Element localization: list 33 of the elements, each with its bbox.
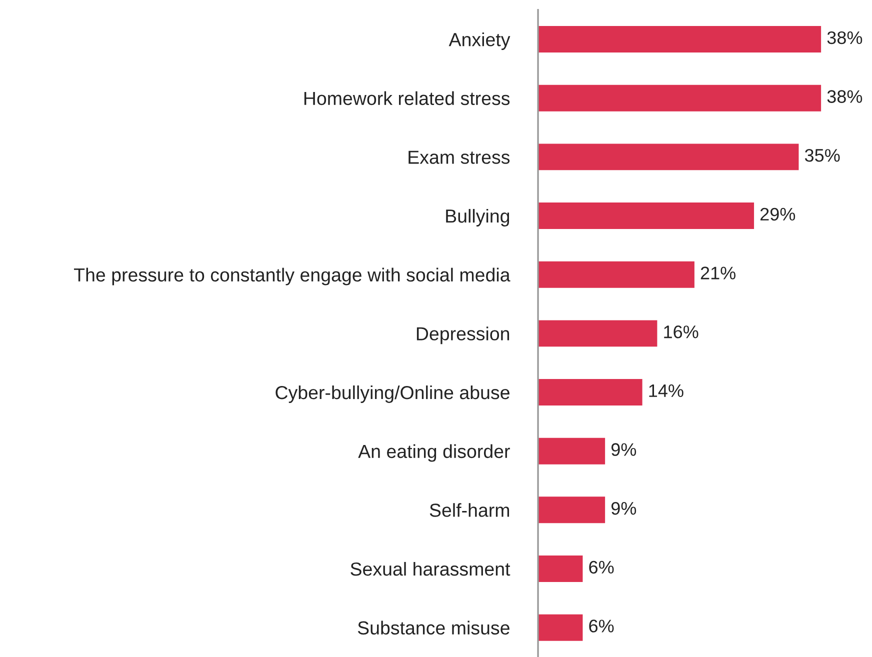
- bar: [538, 144, 799, 170]
- y-tick-label: Bullying: [446, 208, 510, 226]
- data-label: 6%: [589, 560, 614, 574]
- y-tick-label: Cyber-bullying/Online abuse: [276, 385, 510, 403]
- data-label: 21%: [700, 266, 736, 280]
- bar: [538, 261, 694, 288]
- data-label: 38%: [827, 31, 862, 44]
- y-tick-label: An eating disorder: [358, 444, 510, 462]
- data-label: 6%: [589, 620, 614, 632]
- y-tick-label: Sexual harassment: [350, 562, 510, 576]
- bar: [538, 84, 822, 112]
- y-tick-label: Homework related stress: [304, 91, 510, 106]
- data-label: 35%: [804, 148, 840, 162]
- data-label: 9%: [611, 502, 636, 515]
- bar: [538, 379, 642, 406]
- y-tick-label: Anxiety: [448, 32, 510, 50]
- bar: [538, 438, 606, 464]
- bar: [538, 202, 754, 229]
- y-tick-label: Self-harm: [430, 503, 510, 517]
- y-tick-label: Substance misuse: [358, 620, 510, 635]
- bar: [538, 320, 658, 347]
- bar: [538, 26, 822, 53]
- y-tick-label: The pressure to constantly engage with social media: [74, 268, 510, 286]
- bar: [538, 556, 583, 582]
- data-label: 16%: [664, 325, 698, 338]
- data-label: 38%: [827, 90, 862, 103]
- y-tick-label: Depression: [416, 326, 510, 344]
- y-tick-label: Exam stress: [408, 150, 510, 164]
- data-label: 14%: [649, 384, 684, 398]
- bar: [538, 496, 606, 524]
- data-label: 29%: [760, 208, 796, 221]
- bar: [538, 614, 583, 641]
- data-label: 9%: [611, 443, 636, 456]
